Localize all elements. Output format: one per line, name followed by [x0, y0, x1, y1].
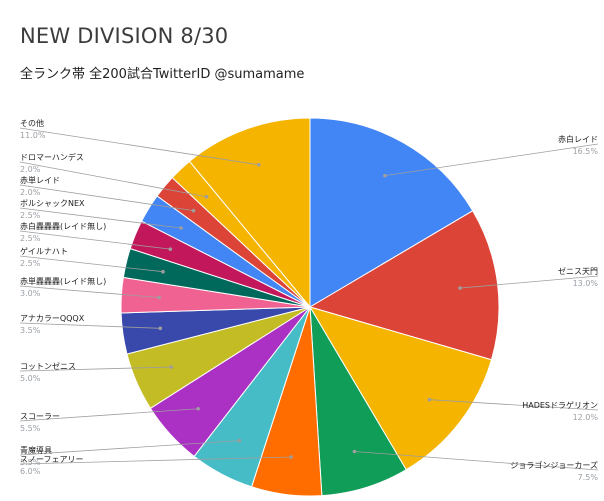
leader-line: [19, 366, 172, 372]
slice-label: 赤白轟轟轟(レイド無し): [20, 221, 106, 231]
leader-line: [19, 207, 182, 229]
slice-percent: 3.0%: [20, 289, 41, 298]
slice-label: その他: [20, 118, 44, 128]
leader-line: [19, 285, 160, 298]
slice-percent: 2.5%: [20, 211, 41, 220]
slice-label: 赤白レイド: [558, 134, 598, 144]
slice-label: ゼニス天門: [558, 266, 598, 276]
leader-line: [19, 456, 292, 465]
chart-title: NEW DIVISION 8/30: [20, 24, 229, 48]
slice-percent: 2.5%: [20, 259, 41, 268]
slice-label: ゲイルナハト: [20, 246, 68, 256]
pie-slice: [188, 117, 311, 309]
slice-percent: 5.5%: [20, 458, 41, 467]
leader-line: [459, 275, 599, 289]
leader-line: [19, 127, 259, 166]
slice-label: ドロマーハンデス: [20, 152, 84, 162]
slice-label: 赤単轟轟轟(レイド無し): [20, 276, 106, 286]
leader-line: [19, 408, 199, 422]
leader-line: [384, 143, 599, 177]
leader-line: [429, 399, 599, 411]
slice-percent: 2.0%: [20, 188, 41, 197]
pie-slice: [309, 117, 474, 308]
slice-label: ジョラゴンジョーカーズ: [510, 460, 598, 470]
slice-label: ボルシャックNEX: [20, 199, 85, 208]
slice-label: 青魔導具: [20, 445, 52, 455]
slice-percent: 3.5%: [20, 326, 41, 335]
leader-line: [19, 255, 164, 273]
slice-percent: 16.5%: [573, 147, 599, 156]
leader-line: [19, 184, 194, 212]
leader-line: [354, 451, 599, 471]
slice-percent: 13.0%: [573, 279, 599, 288]
slice-percent: 12.0%: [573, 413, 599, 422]
slice-label: HADESドラゲリオン: [522, 400, 598, 410]
slice-percent: 6.0%: [20, 467, 41, 476]
slice-label: コットンゼニス: [20, 361, 76, 371]
slice-label: スノーフェアリー: [20, 455, 84, 464]
slice-percent: 11.0%: [20, 131, 46, 140]
slice-percent: 2.5%: [20, 234, 41, 243]
slice-percent: 5.5%: [20, 424, 41, 433]
slice-label: アナカラーQQQX: [20, 314, 85, 323]
pie-slice: [308, 306, 493, 471]
leader-dot: [256, 162, 261, 167]
leader-line: [19, 161, 207, 198]
leader-line: [19, 230, 171, 250]
pie-slice: [308, 210, 500, 361]
slice-label: 赤単レイド: [20, 175, 60, 185]
slice-percent: 7.5%: [578, 473, 599, 482]
slice-percent: 2.0%: [20, 165, 41, 174]
leader-line: [19, 322, 161, 329]
leader-line: [19, 440, 240, 456]
slice-percent: 5.0%: [20, 374, 41, 383]
chart-subtitle: 全ランク帯 全200試合TwitterID @sumamame: [20, 67, 305, 82]
slice-label: スコーラー: [20, 412, 60, 421]
